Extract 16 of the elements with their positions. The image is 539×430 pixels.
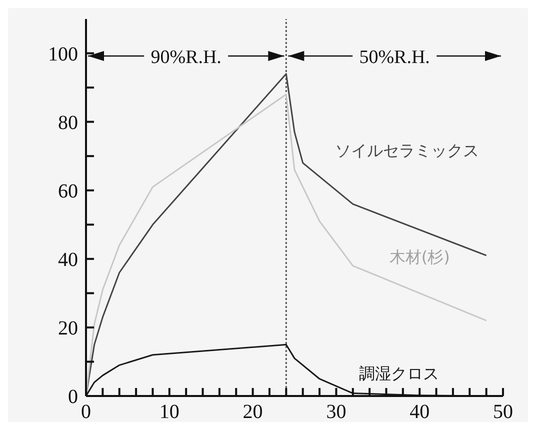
series-label: 調湿クロス: [358, 364, 439, 383]
annotation: 50%R.H.: [359, 47, 430, 68]
y-tick-label: 40: [58, 248, 78, 271]
y-tick-label: 80: [58, 112, 78, 134]
x-tick-label: 30: [326, 401, 346, 423]
y-tick-label: 20: [58, 317, 78, 340]
series-label: 木材(杉): [389, 247, 450, 266]
x-tick-label: 10: [159, 401, 180, 423]
annotation: 90%R.H.: [150, 47, 222, 68]
x-tick-label: 20: [242, 401, 263, 423]
series-label: ソイルセラミックス: [335, 141, 480, 160]
y-tick-label: 0: [68, 386, 78, 408]
x-tick-label: 50: [493, 401, 513, 423]
y-tick-label: 60: [58, 180, 78, 202]
x-tick-label: 40: [410, 401, 430, 423]
y-tick-label: 100: [48, 43, 78, 66]
